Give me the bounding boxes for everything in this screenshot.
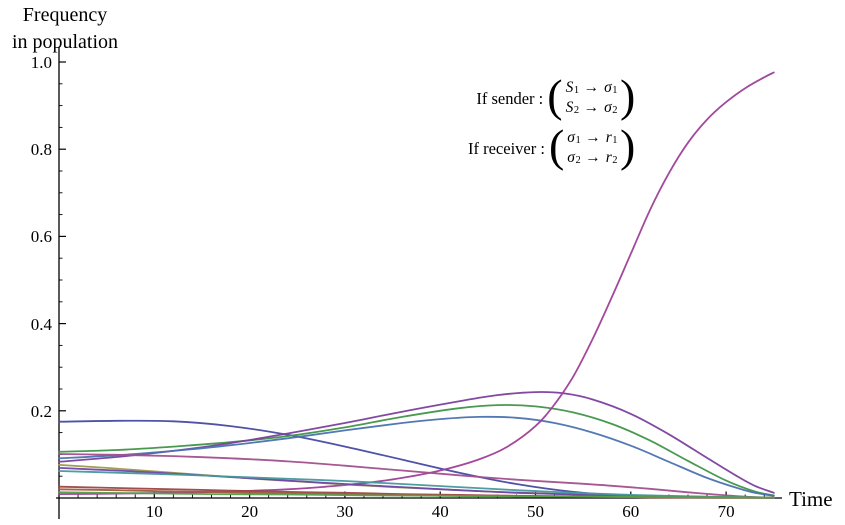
x-tick-label: 60 — [622, 502, 640, 521]
x-tick-label: 50 — [527, 502, 544, 521]
curve-purple-strategy — [58, 391, 775, 494]
x-tick-label: 40 — [431, 502, 449, 521]
open-paren: ( — [547, 70, 563, 122]
x-tick-label: 10 — [145, 502, 163, 521]
arrow-icon: → — [585, 129, 601, 146]
sender-rule: If sender : ( S 1 → σ 1 S 2 → σ 2 ) — [476, 70, 636, 122]
curve-green-strategy — [58, 404, 775, 497]
sender-rule-label: If sender : — [476, 88, 544, 108]
x-axis-title: Time — [789, 487, 833, 511]
curve-winning-signaling-system — [58, 71, 775, 495]
sender-rule-row: S 2 → σ 2 — [565, 99, 618, 116]
y-tick-label: 1.0 — [30, 53, 52, 72]
sender-rule-row: S 1 → σ 1 — [565, 79, 618, 96]
x-tick-label: 30 — [336, 502, 354, 521]
curve-light-green-strategy — [58, 491, 775, 499]
y-tick-label: 0.4 — [30, 314, 52, 334]
y-tick-label: 0.2 — [30, 401, 52, 421]
receiver-rule: If receiver : ( σ 1 → r 1 σ 2 → r 2 ) — [468, 120, 636, 172]
receiver-rule-row: σ 1 → r 1 — [567, 129, 618, 146]
x-tick-label: 70 — [717, 502, 735, 521]
receiver-rule-label: If receiver : — [468, 138, 545, 158]
strategy-annotation: If sender : ( S 1 → σ 1 S 2 → σ 2 ) If receiver … — [468, 70, 636, 172]
sender-matrix: S 1 → σ 1 S 2 → σ 2 — [563, 79, 620, 118]
x-tick-label: 20 — [241, 502, 259, 521]
curve-rose-strategy — [58, 453, 775, 499]
receiver-matrix: σ 1 → r 1 σ 2 → r 2 — [564, 129, 620, 168]
curve-steel-blue-strategy — [58, 415, 775, 497]
open-paren: ( — [548, 120, 565, 172]
arrow-icon: → — [583, 79, 600, 96]
y-axis-title-line1: Frequency — [22, 4, 108, 26]
close-paren: ) — [619, 70, 636, 122]
close-paren: ) — [619, 120, 636, 172]
y-axis-title-line2: in population — [11, 31, 119, 53]
arrow-icon: → — [583, 99, 600, 116]
curve-teal-strategy — [58, 470, 775, 499]
y-tick-label: 0.6 — [30, 227, 52, 247]
arrow-icon: → — [585, 149, 601, 166]
y-tick-label: 0.8 — [30, 140, 52, 160]
receiver-rule-row: σ 2 → r 2 — [567, 149, 618, 166]
y-axis-title: Frequency in population — [0, 2, 130, 56]
